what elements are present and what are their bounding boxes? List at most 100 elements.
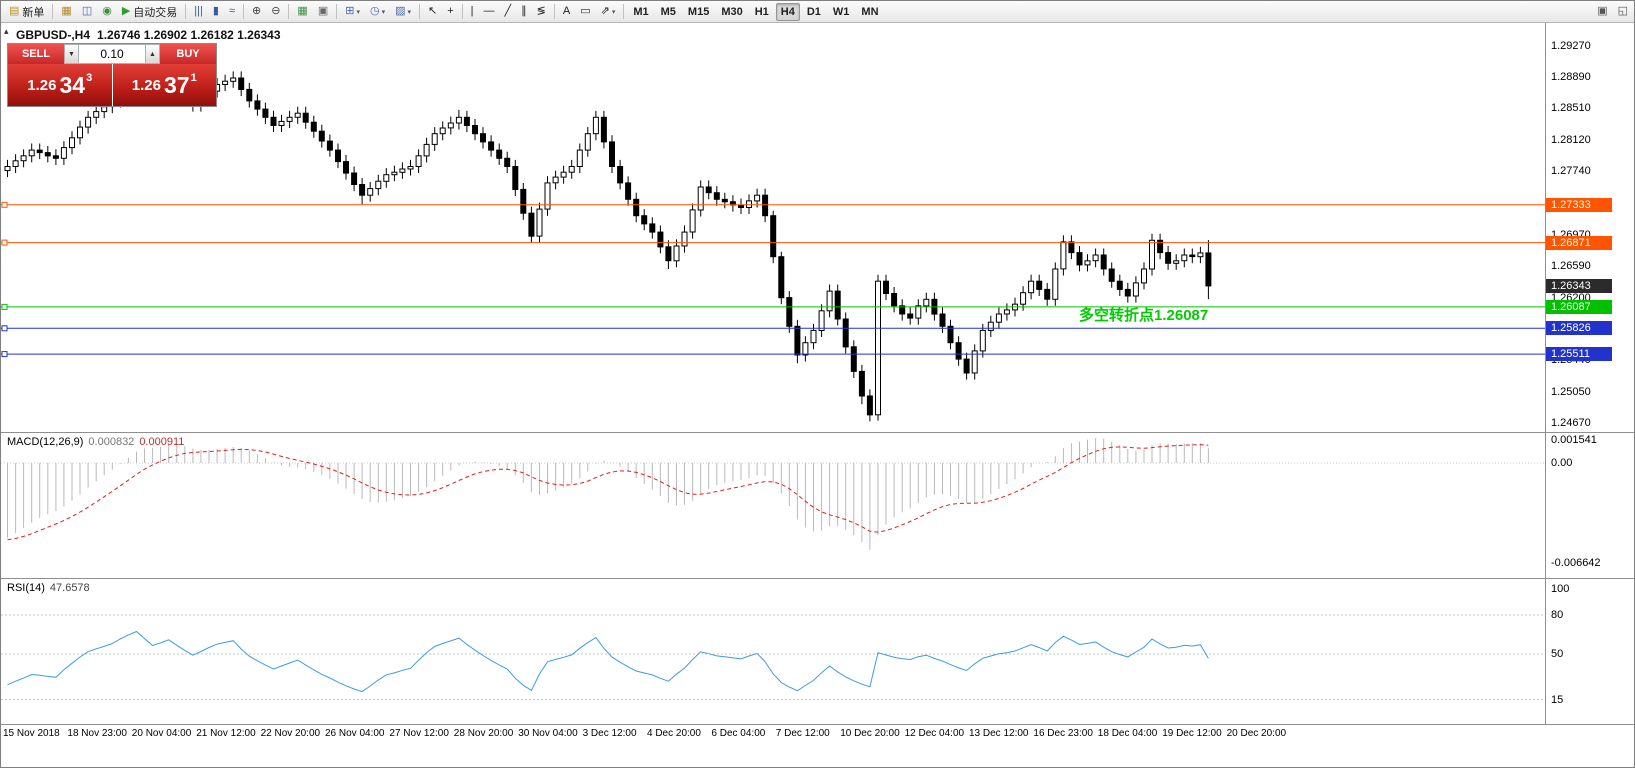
new-window-icon: ▣: [1597, 5, 1608, 17]
windows-list-icon: ◱: [1617, 5, 1628, 17]
toolbar-separator: [52, 4, 54, 19]
rsi-value: 47.6578: [49, 582, 90, 594]
rsi-line: [7, 630, 1209, 693]
zoom-in-icon: ⊕: [251, 5, 262, 17]
rsi-axis-label: 80: [1551, 609, 1564, 621]
tile-windows-button[interactable]: ▦: [293, 3, 311, 21]
line-chart-button[interactable]: ≈: [225, 3, 239, 21]
timeframe-m1-button[interactable]: M1: [628, 3, 653, 21]
volume-increase-button[interactable]: ▲: [145, 44, 160, 64]
cursor-button[interactable]: ↖: [424, 3, 441, 21]
sell-button[interactable]: 1.26 34 3: [8, 64, 112, 106]
chart-symbol-period: GBPUSD-,H4: [16, 28, 91, 42]
hline-handle[interactable]: [1, 201, 8, 208]
time-axis-label: 27 Nov 12:00: [389, 728, 449, 739]
zoom-out-button[interactable]: ⊖: [267, 3, 284, 21]
macd-panel-canvas[interactable]: [1, 433, 1547, 579]
hline-handle[interactable]: [1, 325, 8, 332]
time-axis-label: 15 Nov 2018: [3, 728, 60, 739]
volume-decrease-button[interactable]: ▼: [64, 44, 79, 64]
line-chart-icon: ≈: [228, 5, 235, 17]
toolbar-separator: [461, 4, 463, 19]
time-axis[interactable]: 15 Nov 2018 18 Nov 23:00 20 Nov 04:00 21 No…: [1, 725, 1634, 767]
price-axis-label: 1.25050: [1551, 385, 1591, 398]
macd-panel-divider[interactable]: [1, 432, 1634, 433]
hline-handle[interactable]: [1, 351, 8, 358]
arrange-windows-button[interactable]: ▣: [314, 3, 332, 21]
main-chart-canvas[interactable]: [1, 23, 1547, 433]
autotrading-button[interactable]: ▶ 自动交易: [118, 3, 181, 21]
hline-handle[interactable]: [1, 239, 8, 246]
time-axis-divider: [1, 724, 1634, 725]
time-axis-label: 10 Dec 20:00: [840, 728, 900, 739]
timeframe-d1-button[interactable]: D1: [802, 3, 826, 21]
timeframe-m15-button[interactable]: M15: [683, 3, 714, 21]
market-watch-button[interactable]: ▦: [57, 3, 75, 21]
timeframe-w1-button[interactable]: W1: [828, 3, 855, 21]
timeframe-d1-button-label: D1: [806, 5, 821, 18]
crosshair-button[interactable]: +: [443, 3, 457, 21]
new-chart-button[interactable]: ⊞ ▾: [341, 3, 364, 21]
timeframe-mn-button[interactable]: MN: [856, 3, 883, 21]
horizontal-line-button[interactable]: ―: [480, 3, 499, 21]
arrows-button[interactable]: ⇗ ▾: [597, 3, 620, 21]
timeframe-h1-button[interactable]: H1: [750, 3, 774, 21]
timeframe-mn-button-label: MN: [861, 5, 879, 18]
rsi-panel-canvas[interactable]: [1, 579, 1547, 725]
timeframe-m5-button-label: M5: [660, 5, 676, 18]
data-window-button[interactable]: ◫: [78, 3, 96, 21]
timeframe-m30-button[interactable]: M30: [716, 3, 747, 21]
price-tag-1.27333[interactable]: 1.27333: [1546, 197, 1612, 212]
channel-button[interactable]: ∥: [517, 3, 531, 21]
autotrading-button-label: 自动交易: [133, 6, 178, 19]
macd-value-1: 0.000832: [88, 436, 135, 448]
candles: [4, 64, 1212, 422]
navigator-button[interactable]: ◉: [98, 3, 116, 21]
data-window-icon: ◫: [81, 5, 93, 17]
sell-label-button[interactable]: SELL: [8, 44, 64, 64]
macd-axis-label: 0.00: [1551, 457, 1573, 469]
time-axis-label: 13 Dec 12:00: [969, 728, 1029, 739]
hline-handle[interactable]: [1, 303, 8, 310]
text-button[interactable]: A: [559, 3, 574, 21]
volume-input[interactable]: [79, 44, 145, 64]
time-axis-label: 18 Nov 23:00: [67, 728, 127, 739]
bar-chart-button[interactable]: |||: [190, 3, 207, 21]
templates-icon: ▨: [395, 5, 406, 17]
rsi-axis-label: 15: [1551, 693, 1564, 706]
vertical-line-button[interactable]: |: [467, 3, 478, 21]
price-tag-1.25826[interactable]: 1.25826: [1546, 321, 1612, 336]
time-axis-label: 19 Dec 12:00: [1162, 728, 1222, 739]
toolbar-right: ▣ ◱: [1592, 1, 1633, 23]
templates-button[interactable]: ▨ ▾: [391, 3, 415, 21]
price-tag-1.26871[interactable]: 1.26871: [1546, 235, 1612, 250]
trendline-button[interactable]: ╱: [501, 3, 516, 21]
rsi-panel-divider[interactable]: [1, 578, 1634, 579]
macd-signal-line: [7, 444, 1209, 541]
time-axis-label: 4 Dec 20:00: [647, 728, 701, 739]
profiles-button[interactable]: ◷ ▾: [366, 3, 389, 21]
arrange-windows-icon: ▣: [317, 5, 329, 17]
one-click-price-row: 1.26 34 3 1.26 37 1: [8, 64, 216, 106]
text-label-icon: ▭: [580, 5, 591, 17]
price-axis-label: 1.29270: [1551, 40, 1591, 52]
price-tag-1.26087[interactable]: 1.26087: [1546, 299, 1612, 314]
new-order-button[interactable]: ▤ 新单: [5, 3, 48, 21]
buy-button[interactable]: 1.26 37 1: [112, 64, 216, 106]
fibonacci-button[interactable]: ≶: [533, 3, 550, 21]
timeframe-m5-button[interactable]: M5: [656, 3, 681, 21]
windows-list-button[interactable]: ◱: [1614, 3, 1632, 21]
price-axis[interactable]: 1.29270 1.28890 1.28510 1.28120 1.27740 1.273…: [1545, 23, 1634, 767]
buy-price-point: 1: [190, 72, 197, 84]
caret-down-icon: ▾: [356, 8, 360, 16]
new-window-button[interactable]: ▣: [1593, 3, 1611, 21]
candlestick-chart-button[interactable]: ▮: [209, 3, 223, 21]
buy-label-button[interactable]: BUY: [160, 44, 216, 64]
collapse-oneclick-icon[interactable]: ▴: [4, 26, 9, 36]
price-tag-1.25511[interactable]: 1.25511: [1546, 347, 1612, 362]
macd-axis-label: 0.001541: [1551, 433, 1597, 446]
text-label-button[interactable]: ▭: [576, 3, 594, 21]
timeframe-h4-button[interactable]: H4: [775, 2, 800, 21]
time-axis-label: 26 Nov 04:00: [325, 728, 385, 739]
zoom-in-button[interactable]: ⊕: [248, 3, 265, 21]
